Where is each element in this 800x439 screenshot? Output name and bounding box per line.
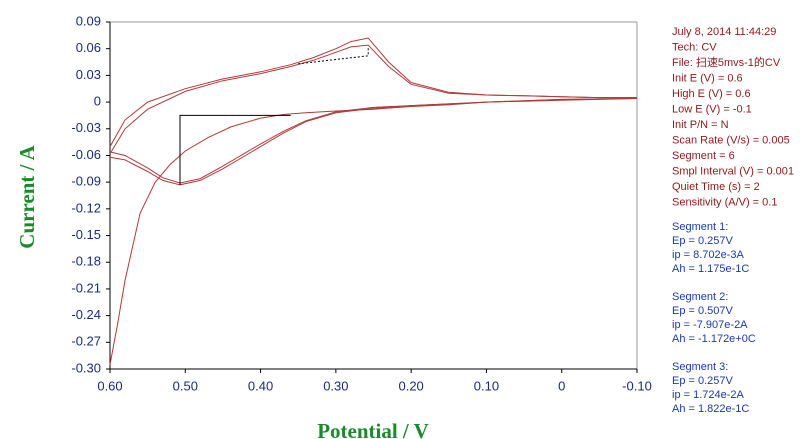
info-line: File: 扫速5mvs-1的CV bbox=[672, 55, 781, 69]
segment-line: Ep = 0.257V bbox=[672, 375, 734, 387]
segment-line: Segment 3: bbox=[672, 361, 728, 373]
info-line: Smpl Interval (V) = 0.001 bbox=[672, 166, 794, 178]
info-line: Low E (V) = -0.1 bbox=[672, 104, 752, 116]
segment-line: Ah = 1.822e-1C bbox=[672, 403, 749, 415]
y-axis-title: Current / A bbox=[15, 144, 39, 248]
cv-curve bbox=[109, 98, 638, 365]
y-tick-label: -0.21 bbox=[71, 280, 101, 295]
y-tick-label: -0.15 bbox=[71, 227, 101, 242]
info-line: Init P/N = N bbox=[672, 119, 729, 131]
y-tick-label: -0.03 bbox=[71, 120, 101, 135]
x-tick-label: 0.10 bbox=[474, 378, 499, 393]
y-tick-label: -0.12 bbox=[71, 200, 101, 215]
info-line: Init E (V) = 0.6 bbox=[672, 73, 743, 85]
y-tick-label: -0.27 bbox=[71, 334, 101, 349]
cv-curve bbox=[109, 44, 637, 154]
info-line: Tech: CV bbox=[672, 42, 717, 54]
x-tick-label: 0.50 bbox=[173, 378, 198, 393]
x-tick-label: 0.40 bbox=[248, 378, 273, 393]
info-line: July 8, 2014 11:44:29 bbox=[672, 26, 776, 38]
segment-line: ip = 1.724e-2A bbox=[672, 389, 745, 401]
x-tick-label: 0.60 bbox=[97, 378, 122, 393]
y-tick-label: 0.09 bbox=[76, 13, 101, 28]
info-line: Scan Rate (V/s) = 0.005 bbox=[672, 135, 790, 147]
x-tick-label: 0.30 bbox=[323, 378, 348, 393]
info-line: Quiet Time (s) = 2 bbox=[672, 181, 760, 193]
segment-line: Ep = 0.507V bbox=[672, 305, 734, 317]
cv-curve bbox=[179, 114, 291, 185]
info-line: Sensitivity (A/V) = 0.1 bbox=[672, 197, 777, 209]
y-tick-label: -0.30 bbox=[71, 360, 101, 375]
segment-line: ip = 8.702e-3A bbox=[672, 249, 745, 261]
y-tick-label: -0.09 bbox=[71, 174, 101, 189]
x-tick-label: 0 bbox=[558, 378, 565, 393]
y-tick-label: -0.18 bbox=[71, 254, 101, 269]
cv-curve bbox=[109, 98, 638, 184]
y-tick-label: 0 bbox=[94, 94, 101, 109]
x-axis-title: Potential / V bbox=[317, 419, 429, 439]
x-tick-label: 0.20 bbox=[398, 378, 423, 393]
segment-line: ip = -7.907e-2A bbox=[672, 319, 748, 331]
segment-line: Ep = 0.257V bbox=[672, 235, 734, 247]
x-tick-label: -0.10 bbox=[622, 378, 652, 393]
segment-line: Segment 2: bbox=[672, 291, 728, 303]
info-line: Segment = 6 bbox=[672, 150, 735, 162]
y-tick-label: -0.24 bbox=[71, 307, 101, 322]
segment-line: Ah = 1.175e-1C bbox=[672, 263, 749, 275]
cv-curve bbox=[109, 98, 638, 186]
segment-line: Segment 1: bbox=[672, 221, 728, 233]
y-tick-label: 0.03 bbox=[76, 67, 101, 82]
y-tick-label: -0.06 bbox=[71, 147, 101, 162]
y-tick-label: 0.06 bbox=[76, 40, 101, 55]
cv-curve bbox=[109, 37, 637, 147]
info-line: High E (V) = 0.6 bbox=[672, 88, 751, 100]
segment-line: Ah = -1.172e+0C bbox=[672, 333, 756, 345]
